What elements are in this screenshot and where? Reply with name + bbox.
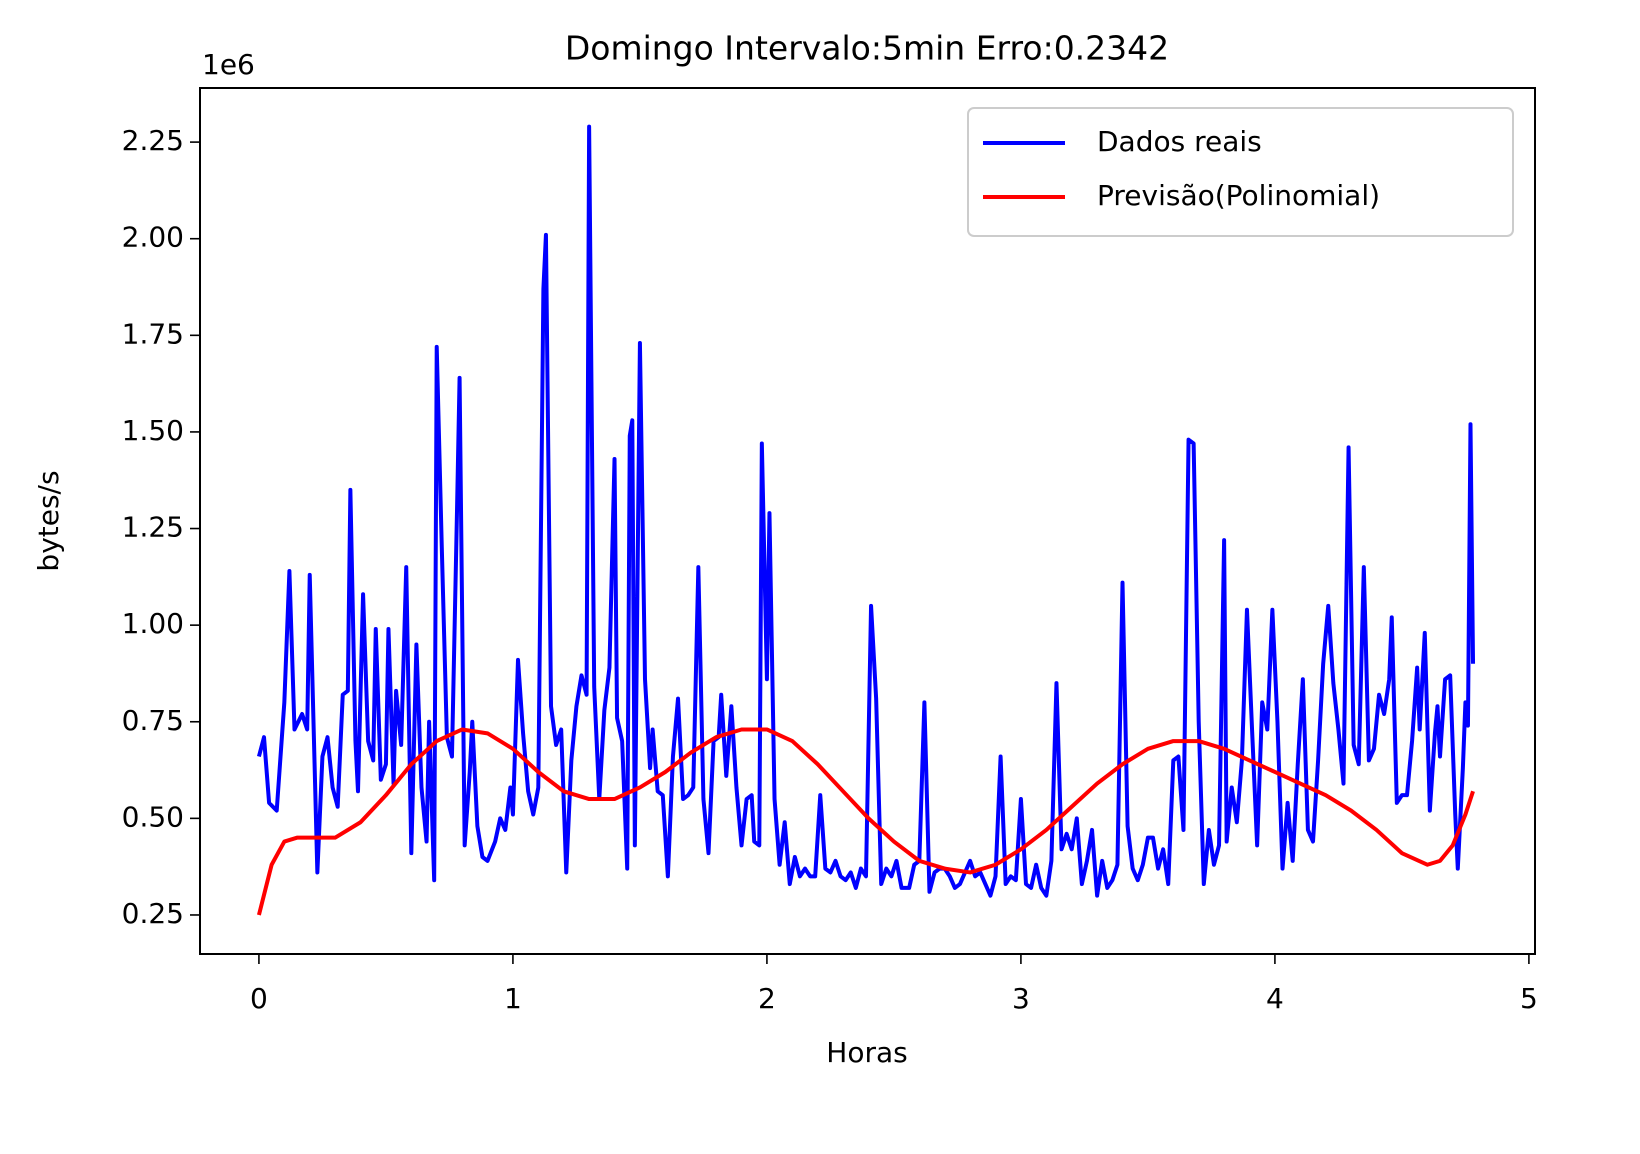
y-tick-label: 0.75 — [122, 704, 184, 737]
data-line — [256, 727, 1475, 916]
y-tick-label: 1.75 — [122, 317, 184, 350]
y-tick-label: 1.50 — [122, 414, 184, 447]
x-axis-label: Horas — [826, 1036, 907, 1069]
plot-frame — [199, 87, 1536, 955]
legend-box — [967, 107, 1514, 237]
y-tick-label: 2.25 — [122, 124, 184, 157]
y-tick-label: 1.25 — [122, 511, 184, 544]
x-tick-label: 2 — [758, 982, 776, 1015]
x-tick-label: 1 — [504, 982, 522, 1015]
y-tick-label: 1.00 — [122, 607, 184, 640]
chart-title: Domingo Intervalo:5min Erro:0.2342 — [565, 29, 1169, 68]
legend-label: Previsão(Polinomial) — [1097, 179, 1380, 212]
x-tick-label: 5 — [1520, 982, 1538, 1015]
y-axis-label: bytes/s — [32, 470, 65, 571]
y-offset-label: 1e6 — [202, 48, 255, 81]
y-tick-label: 0.25 — [122, 897, 184, 930]
data-line — [256, 124, 1476, 898]
legend-label: Dados reais — [1097, 125, 1262, 158]
x-tick-label: 3 — [1012, 982, 1030, 1015]
y-tick-label: 2.00 — [122, 221, 184, 254]
legend: Dados reais Previsão(Polinomial) — [967, 107, 1514, 237]
x-tick-label: 4 — [1266, 982, 1284, 1015]
x-tick-label: 0 — [250, 982, 268, 1015]
y-tick-label: 0.50 — [122, 800, 184, 833]
